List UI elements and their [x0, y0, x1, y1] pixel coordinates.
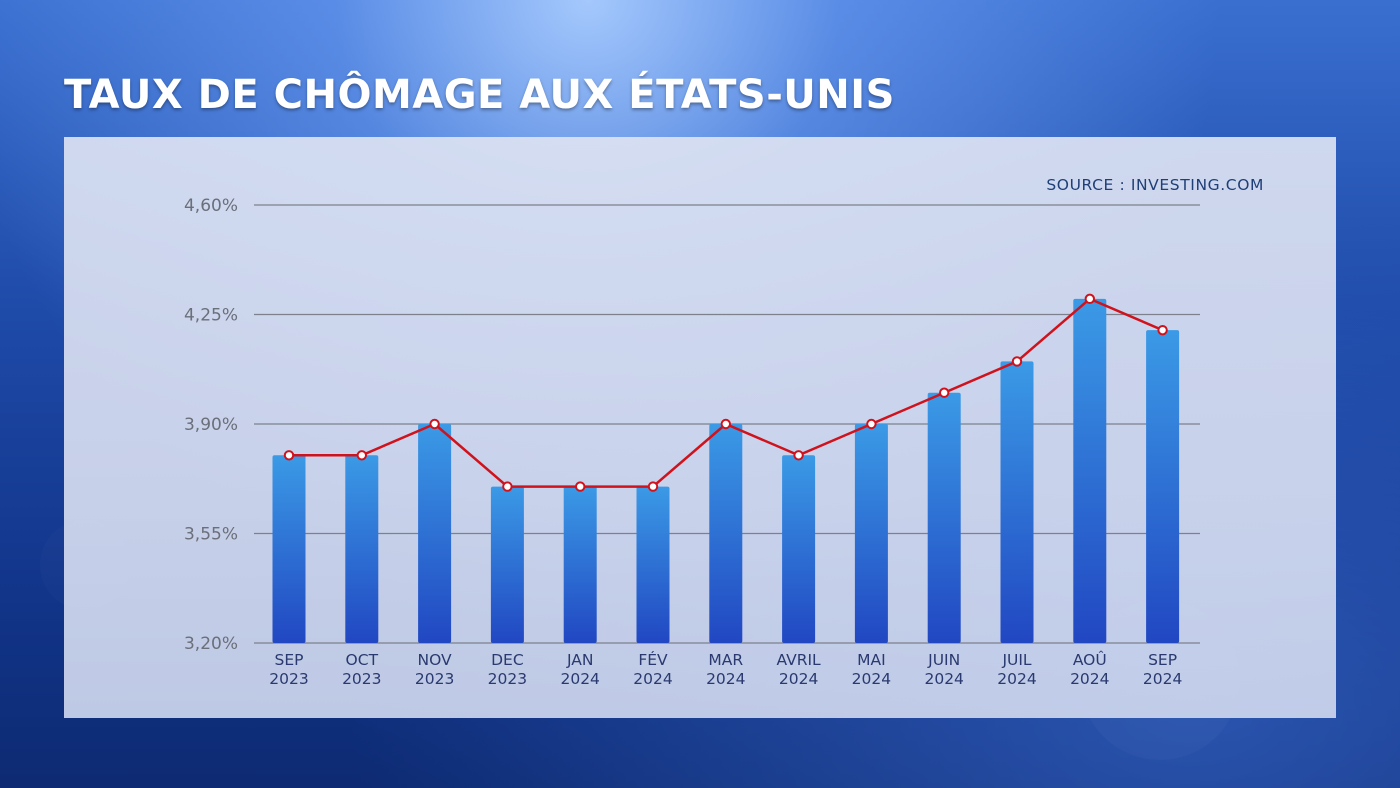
x-tick-year: 2024 — [633, 670, 672, 688]
bar — [1073, 298, 1107, 643]
bar — [490, 486, 524, 643]
data-point — [1157, 324, 1168, 336]
bar — [709, 424, 743, 643]
x-tick-month: DEC — [491, 651, 524, 669]
data-point — [793, 450, 804, 461]
x-tick-year: 2024 — [779, 670, 818, 688]
y-tick-label: 4,60% — [184, 196, 238, 216]
x-tick-month: MAR — [708, 651, 743, 669]
x-tick-year: 2024 — [706, 670, 745, 688]
x-tick-year: 2024 — [1070, 670, 1109, 688]
x-tick-month: MAI — [857, 651, 886, 669]
x-tick-year: 2024 — [852, 670, 891, 688]
x-tick-month: JAN — [566, 651, 594, 669]
bar — [1146, 330, 1180, 643]
x-tick-month: JUIN — [927, 651, 960, 669]
x-tick-month: FÉV — [638, 650, 668, 669]
bar — [927, 392, 961, 643]
data-point — [502, 481, 513, 492]
x-axis-labels: SEP2023OCT2023NOV2023DEC2023JAN2024FÉV20… — [269, 650, 1182, 688]
y-tick-label: 3,55% — [184, 525, 238, 545]
x-tick-month: SEP — [1148, 651, 1177, 669]
x-tick-month: AVRIL — [776, 651, 821, 669]
x-tick-year: 2023 — [342, 670, 381, 688]
data-point — [939, 387, 950, 398]
bar — [418, 424, 452, 643]
data-point — [575, 481, 586, 492]
bar — [272, 455, 306, 643]
x-tick-month: AOÛ — [1073, 650, 1107, 669]
trend-line — [283, 293, 1168, 492]
x-tick-year: 2024 — [560, 670, 599, 688]
data-point — [1084, 293, 1096, 305]
source-label: SOURCE : INVESTING.COM — [1046, 176, 1264, 194]
x-tick-year: 2024 — [924, 670, 963, 688]
x-tick-month: JUIL — [1001, 651, 1031, 669]
x-tick-year: 2024 — [1143, 670, 1182, 688]
bar — [636, 486, 670, 643]
bar — [1000, 361, 1034, 643]
bar — [782, 455, 816, 643]
data-point — [429, 418, 440, 430]
data-point — [356, 450, 367, 461]
bar — [854, 424, 888, 643]
bars — [272, 298, 1180, 643]
x-tick-year: 2023 — [488, 670, 527, 688]
data-point — [283, 450, 295, 461]
x-tick-month: NOV — [418, 651, 453, 669]
data-point — [647, 481, 659, 492]
x-tick-year: 2023 — [415, 670, 454, 688]
x-tick-year: 2023 — [269, 670, 308, 688]
data-point — [720, 418, 731, 430]
data-point — [1011, 356, 1023, 367]
data-point — [866, 418, 877, 430]
y-tick-label: 3,90% — [184, 415, 238, 435]
bar — [345, 455, 379, 643]
y-tick-label: 3,20% — [184, 634, 238, 654]
x-tick-year: 2024 — [997, 670, 1036, 688]
x-tick-month: OCT — [346, 651, 379, 669]
chart-title: TAUX DE CHÔMAGE AUX ÉTATS-UNIS — [64, 72, 895, 118]
bar — [563, 486, 597, 643]
x-tick-month: SEP — [275, 651, 304, 669]
y-tick-label: 4,25% — [184, 306, 238, 326]
y-axis-labels: 3,20% 3,55% 3,90% 4,25% 4,60% — [184, 196, 238, 654]
